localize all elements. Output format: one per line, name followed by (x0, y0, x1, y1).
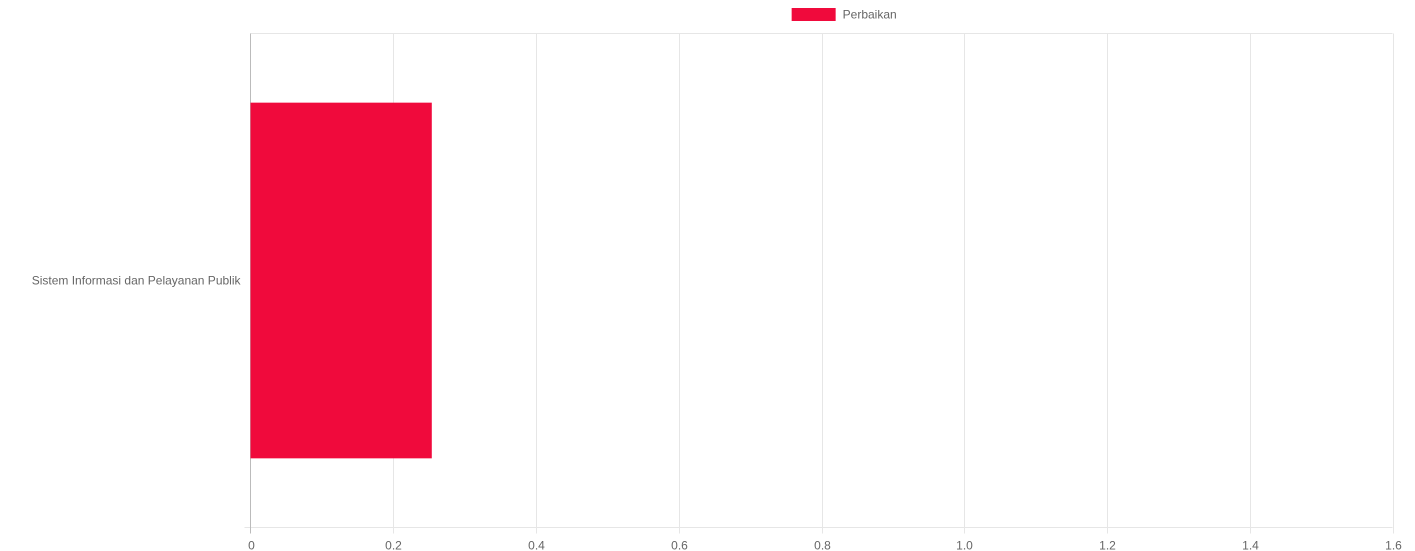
x-tick-label: 1.6 (1385, 539, 1402, 551)
x-tick-label: 0.2 (385, 539, 402, 551)
legend-swatch[interactable] (791, 8, 836, 21)
gridlines (244, 33, 1394, 534)
y-axis-category-labels: Sistem Informasi dan Pelayanan Publik (32, 274, 242, 288)
y-category-label: Sistem Informasi dan Pelayanan Publik (32, 274, 242, 288)
x-tick-label: 0.6 (671, 539, 688, 551)
bars (250, 102, 432, 459)
x-axis-tick-labels: 0 0.2 0.4 0.6 0.8 1.0 1.2 1.4 1.6 (248, 539, 1402, 551)
x-tick-label: 1.0 (956, 539, 973, 551)
bar-perbaikan[interactable] (250, 102, 432, 459)
x-tick-label: 0.8 (814, 539, 831, 551)
x-tick-label: 1.2 (1099, 539, 1116, 551)
x-tick-label: 0 (248, 539, 255, 551)
x-tick-label: 0.4 (528, 539, 545, 551)
x-tick-label: 1.4 (1242, 539, 1259, 551)
legend-label[interactable]: Perbaikan (843, 8, 897, 22)
legend[interactable]: Perbaikan (791, 8, 897, 22)
